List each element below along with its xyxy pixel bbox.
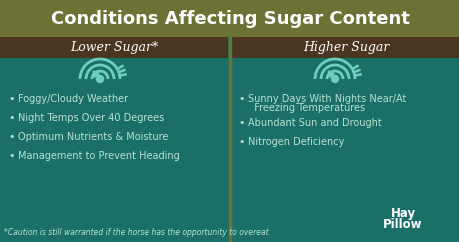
Text: Optimum Nutrients & Moisture: Optimum Nutrients & Moisture [18, 132, 168, 142]
Text: Foggy/Cloudy Weather: Foggy/Cloudy Weather [18, 94, 128, 104]
Text: •: • [237, 94, 244, 104]
Text: Hay: Hay [390, 207, 414, 220]
Bar [231, 37, 459, 58]
Bar [0, 0, 459, 37]
Text: Abundant Sun and Drought: Abundant Sun and Drought [247, 118, 381, 128]
Text: Nitrogen Deficiency: Nitrogen Deficiency [247, 137, 344, 147]
Bar [0, 37, 228, 58]
Text: Night Temps Over 40 Degrees: Night Temps Over 40 Degrees [18, 113, 164, 123]
Circle shape [96, 76, 103, 83]
Text: Higher Sugar: Higher Sugar [302, 41, 388, 54]
Text: •: • [8, 113, 15, 123]
Text: •: • [8, 94, 15, 104]
Text: Lower Sugar*: Lower Sugar* [70, 41, 158, 54]
Text: *Caution is still warranted if the horse has the opportunity to overeat: *Caution is still warranted if the horse… [4, 228, 268, 237]
Text: Pillow: Pillow [382, 218, 422, 230]
Text: •: • [237, 137, 244, 147]
Text: •: • [8, 151, 15, 161]
Text: Conditions Affecting Sugar Content: Conditions Affecting Sugar Content [50, 10, 409, 28]
Text: •: • [8, 132, 15, 142]
Text: Freezing Temperatures: Freezing Temperatures [247, 103, 364, 113]
Text: •: • [237, 118, 244, 128]
Circle shape [331, 76, 338, 83]
Text: Sunny Days With Nights Near/At: Sunny Days With Nights Near/At [247, 94, 405, 104]
Text: Management to Prevent Heading: Management to Prevent Heading [18, 151, 179, 161]
